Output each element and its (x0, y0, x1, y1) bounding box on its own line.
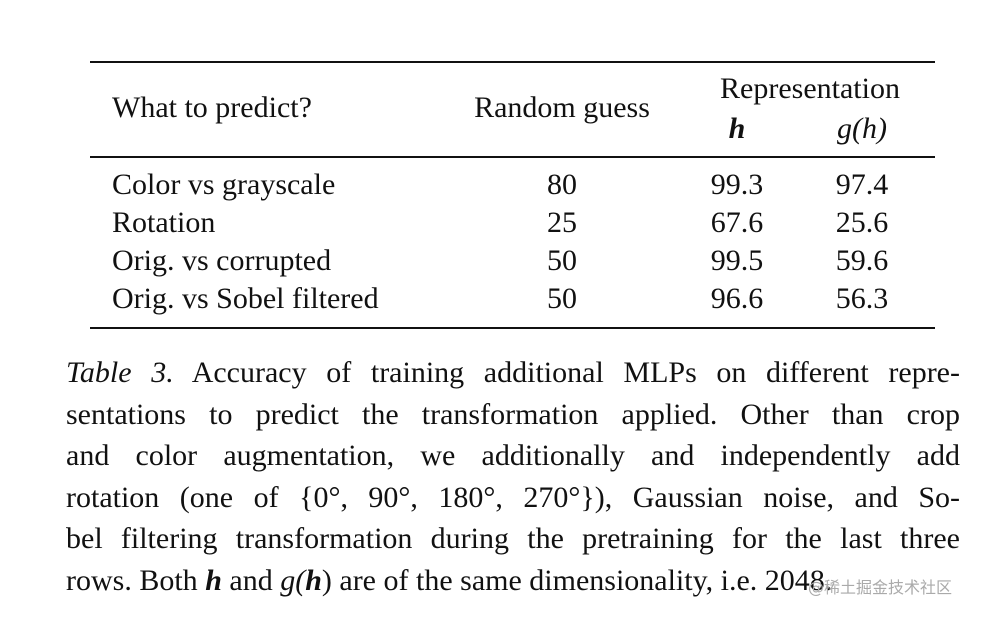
table-cell: 50 (547, 244, 577, 277)
table-cell: 80 (547, 168, 577, 201)
row-label: Orig. vs corrupted (112, 244, 332, 277)
row-label: Orig. vs Sobel filtered (112, 282, 379, 315)
caption-label: Table 3. (66, 356, 174, 389)
caption-text: and (221, 564, 281, 597)
caption-line: rotation (one of {0°, 90°, 180°, 270°}),… (66, 480, 960, 514)
table-cell: 97.4 (835, 168, 889, 201)
table-cell: 50 (547, 282, 577, 315)
table-cell: 25.6 (835, 206, 889, 239)
caption-text: sentations to predict the transformation… (66, 397, 960, 431)
bottom-rule (90, 327, 935, 329)
caption-text: bel filtering transformation during the … (66, 522, 960, 556)
caption-line: rows. Both h and g(h) are of the same di… (66, 566, 960, 596)
caption-text: h (305, 564, 322, 597)
caption-text: and color augmentation, we additionally … (66, 439, 960, 473)
header-group: Representation (720, 72, 900, 105)
table-cell: 59.6 (835, 244, 889, 277)
caption-text: Accuracy of training additional MLPs on … (173, 356, 960, 389)
caption-line: bel filtering transformation during the … (66, 524, 960, 554)
caption-text: h (205, 564, 222, 597)
table-cell: 99.5 (710, 244, 764, 277)
table-cell: 25 (547, 206, 577, 239)
caption-line: and color augmentation, we additionally … (66, 441, 960, 471)
caption-line: Table 3. Accuracy of training additional… (66, 358, 960, 388)
header-random: Random guess (474, 91, 650, 124)
caption-text: rotation (one of {0°, 90°, 180°, 270°}),… (66, 480, 960, 514)
caption-text: rows. Both (66, 564, 206, 597)
row-label: Color vs grayscale (112, 168, 336, 201)
header-gh: g(h) (837, 112, 887, 145)
header-task: What to predict? (112, 91, 312, 124)
table-cell: 67.6 (710, 206, 764, 239)
caption-text: ) are of the same dimensionality, i.e. 2… (321, 564, 833, 597)
table-cell: 99.3 (710, 168, 764, 201)
caption-text: g( (280, 564, 306, 597)
header-h: h (728, 112, 746, 145)
row-label: Rotation (112, 206, 216, 239)
watermark: @稀土掘金技术社区 (808, 578, 953, 597)
top-rule (90, 61, 935, 63)
caption-line: sentations to predict the transformation… (66, 397, 960, 431)
table-cell: 96.6 (710, 282, 764, 315)
mid-rule (90, 156, 935, 158)
table-cell: 56.3 (835, 282, 889, 315)
